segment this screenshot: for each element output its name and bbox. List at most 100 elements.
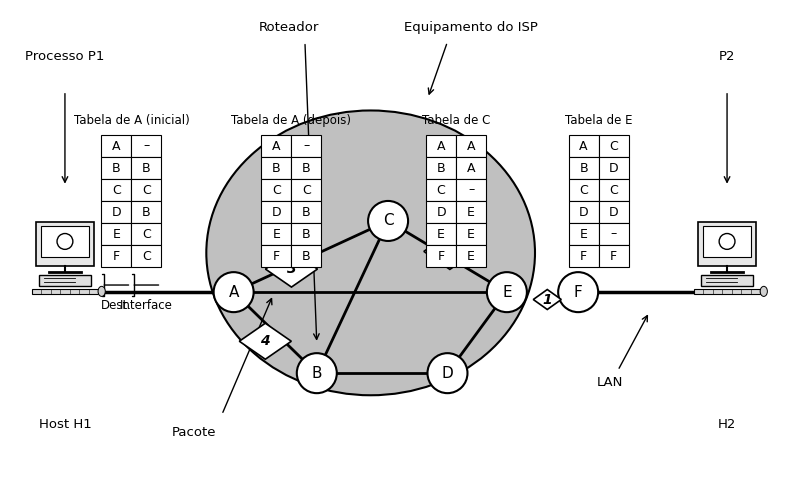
Polygon shape	[599, 245, 629, 267]
Text: –: –	[468, 184, 474, 196]
Text: Tabela de A (inicial): Tabela de A (inicial)	[74, 114, 189, 127]
Polygon shape	[599, 157, 629, 179]
Polygon shape	[569, 179, 599, 201]
Text: C: C	[272, 184, 280, 196]
Polygon shape	[101, 135, 131, 157]
Text: D: D	[579, 206, 588, 218]
Polygon shape	[424, 233, 476, 270]
Polygon shape	[131, 201, 162, 223]
Text: B: B	[302, 249, 310, 263]
Polygon shape	[426, 201, 456, 223]
Text: B: B	[302, 162, 310, 174]
Text: F: F	[580, 249, 587, 263]
Text: D: D	[436, 206, 446, 218]
Polygon shape	[291, 135, 322, 157]
Text: D: D	[609, 206, 619, 218]
Text: E: E	[467, 227, 475, 241]
Text: B: B	[436, 162, 445, 174]
Polygon shape	[599, 135, 629, 157]
Polygon shape	[39, 274, 91, 286]
Text: A: A	[466, 162, 475, 174]
Polygon shape	[131, 179, 162, 201]
Polygon shape	[599, 179, 629, 201]
Text: –: –	[303, 139, 310, 153]
Polygon shape	[694, 289, 760, 294]
Polygon shape	[533, 290, 562, 309]
Text: C: C	[383, 214, 394, 228]
Text: F: F	[112, 249, 120, 263]
Circle shape	[558, 272, 598, 312]
Text: C: C	[579, 184, 588, 196]
Text: Tabela de C: Tabela de C	[422, 114, 490, 127]
Polygon shape	[261, 157, 291, 179]
Text: 1: 1	[543, 293, 552, 306]
Polygon shape	[32, 289, 98, 294]
Text: Tabela de E: Tabela de E	[565, 114, 632, 127]
Text: C: C	[609, 184, 618, 196]
Text: F: F	[437, 249, 444, 263]
Ellipse shape	[98, 286, 105, 297]
Polygon shape	[131, 223, 162, 245]
Polygon shape	[599, 223, 629, 245]
Text: C: C	[609, 139, 618, 153]
Text: A: A	[228, 285, 239, 300]
Text: E: E	[467, 206, 475, 218]
Text: D: D	[609, 162, 619, 174]
Polygon shape	[41, 226, 89, 257]
Text: C: C	[112, 184, 120, 196]
Polygon shape	[456, 157, 486, 179]
Text: 2: 2	[445, 245, 455, 258]
Polygon shape	[131, 135, 162, 157]
Polygon shape	[291, 245, 322, 267]
Text: P2: P2	[719, 50, 735, 63]
Polygon shape	[569, 157, 599, 179]
Ellipse shape	[206, 110, 535, 395]
Polygon shape	[701, 274, 753, 286]
Circle shape	[719, 234, 735, 249]
Polygon shape	[426, 157, 456, 179]
Polygon shape	[426, 245, 456, 267]
Circle shape	[57, 234, 73, 249]
Text: D: D	[442, 366, 453, 381]
Text: B: B	[311, 366, 322, 381]
Text: E: E	[437, 227, 445, 241]
Polygon shape	[291, 201, 322, 223]
Polygon shape	[456, 223, 486, 245]
Polygon shape	[101, 201, 131, 223]
Polygon shape	[101, 223, 131, 245]
Text: A: A	[272, 139, 280, 153]
Text: –: –	[611, 227, 617, 241]
Text: C: C	[142, 249, 150, 263]
Text: E: E	[580, 227, 588, 241]
Text: B: B	[302, 227, 310, 241]
Text: Interface: Interface	[120, 299, 173, 312]
Polygon shape	[261, 201, 291, 223]
Text: –: –	[143, 139, 150, 153]
Text: LAN: LAN	[596, 377, 623, 389]
Text: B: B	[142, 206, 150, 218]
Polygon shape	[569, 245, 599, 267]
Polygon shape	[291, 179, 322, 201]
Text: Processo P1: Processo P1	[25, 50, 105, 63]
Polygon shape	[569, 223, 599, 245]
Polygon shape	[291, 223, 322, 245]
Text: E: E	[467, 249, 475, 263]
Text: C: C	[142, 227, 150, 241]
Polygon shape	[101, 157, 131, 179]
Polygon shape	[261, 223, 291, 245]
Text: Equipamento do ISP: Equipamento do ISP	[404, 21, 539, 33]
Text: A: A	[437, 139, 445, 153]
Ellipse shape	[760, 286, 767, 297]
Polygon shape	[101, 245, 131, 267]
Text: E: E	[272, 227, 280, 241]
Text: H2: H2	[718, 418, 737, 431]
Polygon shape	[456, 245, 486, 267]
Polygon shape	[261, 135, 291, 157]
Text: Tabela de A (depois): Tabela de A (depois)	[231, 114, 352, 127]
Circle shape	[297, 353, 337, 393]
Text: C: C	[302, 184, 310, 196]
Polygon shape	[131, 157, 162, 179]
Polygon shape	[703, 226, 751, 257]
Polygon shape	[265, 251, 318, 287]
Text: A: A	[580, 139, 588, 153]
